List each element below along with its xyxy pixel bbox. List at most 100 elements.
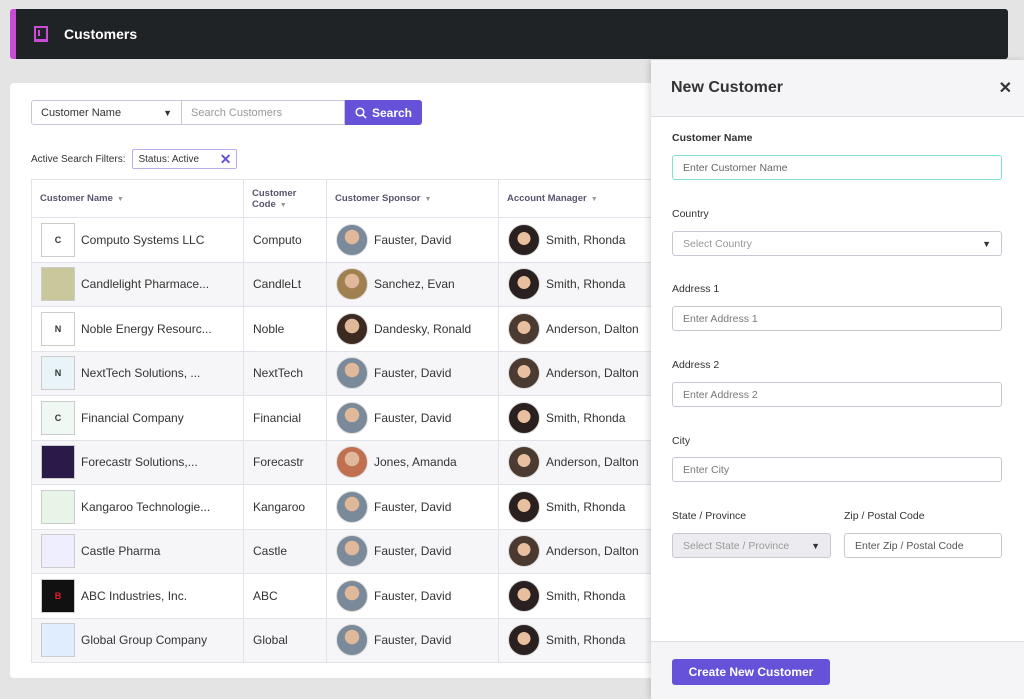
column-header-account-manager[interactable]: Account Manager ▼ bbox=[498, 179, 671, 218]
table-row[interactable]: B ABC Industries, Inc. ABC Fauster, David… bbox=[31, 573, 671, 619]
customer-code-cell: Global bbox=[243, 617, 327, 663]
manager-name: Anderson, Dalton bbox=[546, 455, 639, 470]
customer-code-cell: Computo bbox=[243, 217, 327, 263]
close-icon[interactable]: ✕ bbox=[219, 150, 232, 167]
customer-name-label: Customer Name bbox=[672, 132, 753, 144]
table-row[interactable]: Castle Pharma Castle Fauster, David Ande… bbox=[31, 528, 671, 574]
manager-name: Anderson, Dalton bbox=[546, 321, 639, 336]
close-icon[interactable]: ✕ bbox=[998, 80, 1012, 97]
customer-name-input[interactable]: Enter Customer Name bbox=[672, 155, 1002, 180]
sort-icon: ▼ bbox=[279, 201, 287, 209]
customer-name-cell[interactable]: N Noble Energy Resourc... bbox=[31, 306, 244, 352]
table-row[interactable]: Forecastr Solutions,... Forecastr Jones,… bbox=[31, 439, 671, 485]
customer-logo: N bbox=[41, 356, 75, 391]
sponsor-name: Fauster, David bbox=[374, 633, 452, 648]
customer-logo bbox=[41, 489, 75, 524]
column-header-customer-name[interactable]: Customer Name ▼ bbox=[31, 179, 244, 218]
avatar bbox=[336, 446, 368, 479]
sponsor-cell: Fauster, David bbox=[326, 395, 499, 441]
customer-logo: C bbox=[41, 222, 75, 257]
avatar bbox=[336, 312, 368, 345]
filter-chip-label: Status: Active bbox=[138, 153, 200, 165]
address2-input[interactable]: Enter Address 2 bbox=[672, 382, 1002, 407]
customer-name-cell[interactable]: C Financial Company bbox=[31, 395, 244, 441]
avatar bbox=[336, 624, 368, 657]
table-row[interactable]: N Noble Energy Resourc... Noble Dandesky,… bbox=[31, 306, 671, 352]
customer-name-cell[interactable]: Forecastr Solutions,... bbox=[31, 439, 244, 485]
sponsor-cell: Dandesky, Ronald bbox=[326, 306, 499, 352]
country-select[interactable]: Select Country ▼ bbox=[672, 231, 1002, 256]
column-header-customer-code[interactable]: Customer Code ▼ bbox=[243, 179, 327, 218]
state-label: State / Province bbox=[672, 510, 747, 522]
customer-name-cell[interactable]: B ABC Industries, Inc. bbox=[31, 573, 244, 619]
state-select[interactable]: Select State / Province ▼ bbox=[672, 533, 831, 558]
avatar bbox=[508, 312, 540, 345]
table-row[interactable]: C Financial Company Financial Fauster, Da… bbox=[31, 395, 671, 441]
avatar bbox=[508, 268, 540, 301]
table-row[interactable]: Global Group Company Global Fauster, Dav… bbox=[31, 617, 671, 663]
panel-title: New Customer bbox=[671, 79, 784, 96]
state-placeholder: Select State / Province bbox=[683, 539, 790, 552]
customer-logo: B bbox=[41, 578, 75, 613]
active-filters: Active Search Filters: Status: Active ✕ bbox=[31, 149, 238, 169]
table-row[interactable]: Kangaroo Technologie... Kangaroo Fauster… bbox=[31, 484, 671, 530]
manager-cell: Anderson, Dalton bbox=[498, 528, 671, 574]
sort-icon: ▼ bbox=[590, 196, 598, 203]
avatar bbox=[508, 579, 540, 612]
customer-logo bbox=[41, 623, 75, 658]
customer-name-cell[interactable]: N NextTech Solutions, ... bbox=[31, 350, 244, 396]
panel-header: New Customer ✕ bbox=[651, 60, 1024, 117]
manager-cell: Smith, Rhonda bbox=[498, 573, 671, 619]
address1-input[interactable]: Enter Address 1 bbox=[672, 306, 1002, 331]
sponsor-name: Fauster, David bbox=[374, 366, 452, 381]
sponsor-cell: Fauster, David bbox=[326, 484, 499, 530]
customer-name-cell[interactable]: C Computo Systems LLC bbox=[31, 217, 244, 263]
manager-name: Smith, Rhonda bbox=[546, 499, 626, 514]
app-header: Customers bbox=[10, 9, 1008, 59]
sponsor-name: Jones, Amanda bbox=[374, 455, 457, 470]
search-field-value: Customer Name bbox=[41, 106, 122, 119]
caret-down-icon: ▼ bbox=[163, 107, 172, 118]
avatar bbox=[336, 268, 368, 301]
table-row[interactable]: C Computo Systems LLC Computo Fauster, Da… bbox=[31, 217, 671, 263]
new-customer-panel: New Customer ✕ Customer Name Enter Custo… bbox=[651, 60, 1024, 699]
table-row[interactable]: N NextTech Solutions, ... NextTech Fauste… bbox=[31, 350, 671, 396]
customer-name-cell[interactable]: Candlelight Pharmace... bbox=[31, 261, 244, 307]
column-header-customer-sponsor[interactable]: Customer Sponsor ▼ bbox=[326, 179, 499, 218]
customer-logo: N bbox=[41, 311, 75, 346]
search-field-select[interactable]: Customer Name ▼ bbox=[31, 100, 182, 125]
customer-code-cell: Forecastr bbox=[243, 439, 327, 485]
customer-name-cell[interactable]: Castle Pharma bbox=[31, 528, 244, 574]
customer-name-cell[interactable]: Kangaroo Technologie... bbox=[31, 484, 244, 530]
city-input[interactable]: Enter City bbox=[672, 457, 1002, 482]
filter-chip: Status: Active ✕ bbox=[132, 149, 238, 169]
customer-code-cell: Castle bbox=[243, 528, 327, 574]
manager-name: Smith, Rhonda bbox=[546, 232, 626, 247]
sponsor-cell: Fauster, David bbox=[326, 528, 499, 574]
manager-name: Smith, Rhonda bbox=[546, 633, 626, 648]
avatar bbox=[336, 535, 368, 568]
customer-code-cell: ABC bbox=[243, 573, 327, 619]
address1-label: Address 1 bbox=[672, 283, 720, 295]
avatar bbox=[336, 490, 368, 523]
customer-code-cell: Financial bbox=[243, 395, 327, 441]
customer-name-cell[interactable]: Global Group Company bbox=[31, 617, 244, 663]
sponsor-cell: Fauster, David bbox=[326, 350, 499, 396]
customer-name: Computo Systems LLC bbox=[81, 232, 205, 247]
sponsor-cell: Fauster, David bbox=[326, 573, 499, 619]
search-icon bbox=[355, 106, 367, 119]
avatar bbox=[508, 223, 540, 256]
zip-input[interactable]: Enter Zip / Postal Code bbox=[844, 533, 1002, 558]
search-button[interactable]: Search bbox=[345, 100, 422, 125]
search-input[interactable]: Search Customers bbox=[182, 100, 345, 125]
customer-logo: C bbox=[41, 400, 75, 435]
create-customer-button[interactable]: Create New Customer bbox=[672, 659, 830, 685]
caret-down-icon: ▼ bbox=[982, 238, 991, 249]
customer-name: Kangaroo Technologie... bbox=[81, 499, 211, 514]
table-row[interactable]: Candlelight Pharmace... CandleLt Sanchez… bbox=[31, 261, 671, 307]
country-placeholder: Select Country bbox=[683, 237, 752, 250]
search-bar: Customer Name ▼ Search Customers Search bbox=[31, 100, 422, 125]
avatar bbox=[508, 624, 540, 657]
customer-logo bbox=[41, 445, 75, 480]
avatar bbox=[508, 401, 540, 434]
